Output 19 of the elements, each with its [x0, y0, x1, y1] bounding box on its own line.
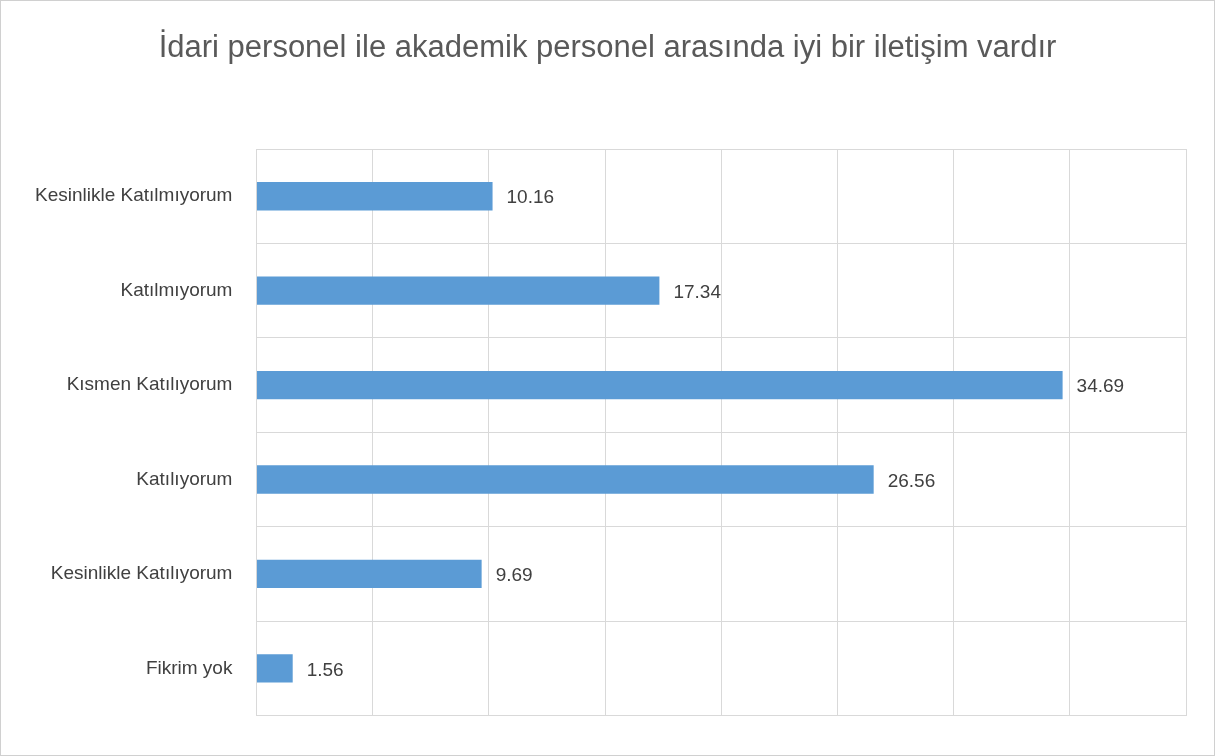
bar [256, 559, 482, 589]
data-label: 9.69 [495, 564, 533, 586]
data-label: 1.56 [306, 658, 344, 680]
data-label: 17.34 [673, 280, 722, 302]
y-tick-label: Kesinlikle Katılmıyorum [35, 184, 233, 206]
data-label: 10.16 [506, 186, 555, 208]
y-tick-label: Kısmen Katılıyorum [66, 373, 233, 395]
data-label: 26.56 [887, 469, 936, 491]
y-tick-label: Kesinlikle Katılıyorum [50, 562, 233, 584]
bar [256, 276, 660, 305]
bar [256, 465, 874, 494]
y-tick-label: Katılıyorum [136, 467, 233, 489]
chart-title: İdari personel ile akademik personel arasında iyi bir iletişim vardır [158, 28, 1057, 66]
bar [256, 654, 293, 683]
y-tick-label: Fikrim yok [145, 656, 233, 678]
data-label: 34.69 [1076, 375, 1125, 397]
bar [256, 370, 1063, 400]
bar [256, 182, 493, 211]
y-tick-label: Katılmıyorum [120, 278, 233, 300]
